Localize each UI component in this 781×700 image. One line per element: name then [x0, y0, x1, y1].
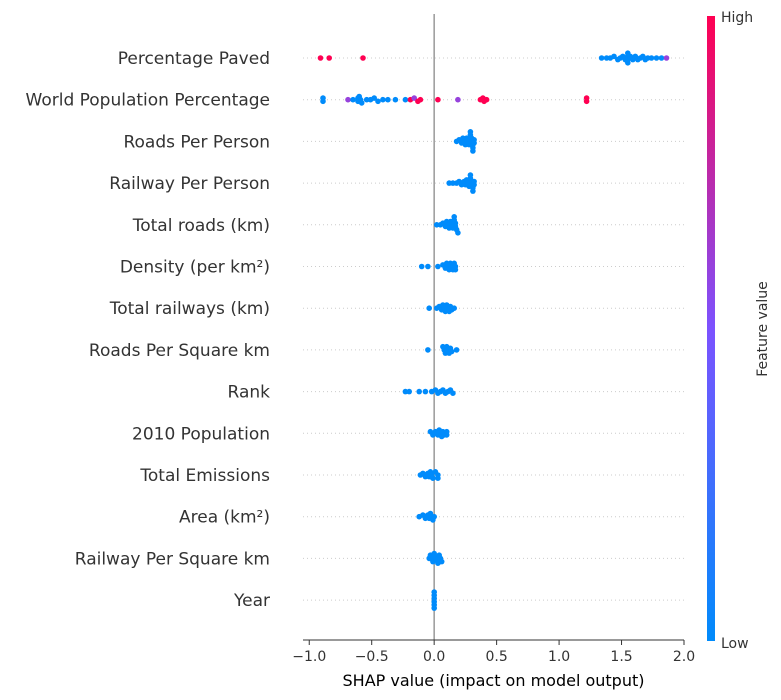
- data-point: [435, 475, 441, 482]
- data-point: [425, 347, 431, 353]
- data-point: [448, 348, 455, 355]
- data-point: [317, 55, 324, 61]
- colorbar-low-label: Low: [721, 636, 749, 652]
- points-layer: [317, 50, 670, 611]
- data-point: [422, 388, 429, 395]
- data-point: [380, 96, 386, 103]
- x-tick-label: −0.5: [355, 649, 389, 665]
- row-gridlines: [303, 57, 684, 601]
- feature-label: Roads Per Square km: [89, 341, 270, 361]
- feature-label: Area (km²): [179, 508, 270, 528]
- data-point: [455, 96, 461, 103]
- data-point: [392, 96, 399, 103]
- data-point: [435, 263, 441, 270]
- data-point: [425, 263, 431, 270]
- data-point: [430, 475, 436, 482]
- data-point: [350, 96, 356, 103]
- data-point: [358, 100, 365, 106]
- x-tick-label: 2.0: [673, 649, 695, 665]
- feature-label: Roads Per Person: [123, 132, 270, 152]
- data-point: [452, 266, 459, 273]
- x-tick-label: 0.5: [485, 649, 507, 665]
- data-point: [451, 305, 458, 312]
- data-point: [431, 605, 438, 611]
- feature-label: Total railways (km): [109, 299, 270, 319]
- colorbar: High Low Feature value: [707, 10, 771, 652]
- data-point: [443, 432, 450, 438]
- data-point: [438, 558, 445, 565]
- data-point: [658, 55, 665, 61]
- feature-label: World Population Percentage: [26, 91, 270, 111]
- data-point: [611, 53, 617, 60]
- data-point: [416, 388, 423, 395]
- x-tick-label: 1.0: [548, 649, 570, 665]
- data-point: [326, 55, 333, 61]
- data-point: [426, 305, 433, 312]
- feature-label: Percentage Paved: [118, 49, 270, 69]
- data-point: [431, 513, 438, 520]
- data-point: [450, 390, 456, 397]
- colorbar-high-label: High: [721, 10, 753, 26]
- x-tick-label: 1.5: [610, 649, 632, 665]
- data-point: [371, 95, 378, 101]
- feature-label: Railway Per Person: [109, 174, 270, 194]
- data-point: [418, 263, 425, 270]
- feature-label: Total roads (km): [132, 216, 270, 236]
- data-point: [385, 96, 391, 103]
- data-point: [411, 95, 418, 101]
- data-point: [470, 148, 476, 154]
- data-point: [435, 96, 441, 103]
- data-point: [360, 55, 366, 61]
- data-point: [345, 96, 351, 103]
- feature-label: Year: [233, 591, 270, 611]
- data-point: [320, 98, 326, 105]
- colorbar-title: Feature value: [755, 281, 771, 377]
- data-point: [406, 388, 413, 395]
- colorbar-gradient: [707, 16, 715, 641]
- data-point: [663, 55, 670, 61]
- data-point: [455, 230, 461, 236]
- feature-label: 2010 Population: [132, 424, 270, 444]
- feature-label: Rank: [228, 383, 271, 403]
- data-point: [648, 55, 655, 61]
- data-point: [375, 98, 381, 105]
- data-point: [598, 55, 605, 61]
- data-point: [483, 96, 490, 103]
- feature-label: Total Emissions: [139, 466, 270, 486]
- data-point: [653, 55, 660, 61]
- data-point: [402, 96, 409, 103]
- feature-label: Railway Per Square km: [75, 549, 270, 569]
- feature-labels: Percentage Paved World Population Percent…: [26, 49, 271, 611]
- data-point: [417, 96, 424, 103]
- x-axis: −1.0 −0.5 0.0 0.5 1.0 1.5 2.0: [292, 639, 695, 665]
- data-point: [470, 188, 476, 194]
- x-tick-label: 0.0: [423, 649, 445, 665]
- data-point: [471, 140, 477, 146]
- data-point: [583, 98, 590, 105]
- x-tick-label: −1.0: [292, 649, 326, 665]
- data-point: [471, 181, 477, 188]
- x-axis-label: SHAP value (impact on model output): [343, 671, 645, 690]
- data-point: [453, 347, 460, 353]
- feature-label: Density (per km²): [120, 258, 270, 278]
- data-point: [625, 60, 631, 66]
